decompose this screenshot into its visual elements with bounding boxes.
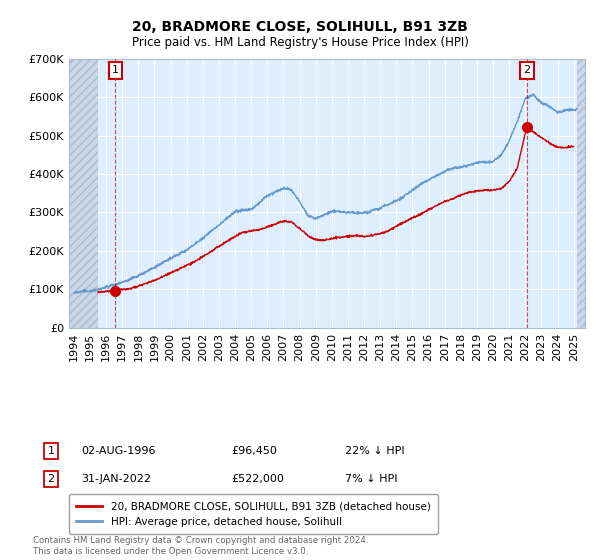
Legend: 20, BRADMORE CLOSE, SOLIHULL, B91 3ZB (detached house), HPI: Average price, deta: 20, BRADMORE CLOSE, SOLIHULL, B91 3ZB (d…: [69, 494, 438, 534]
Text: £522,000: £522,000: [231, 474, 284, 484]
Text: 2: 2: [523, 66, 530, 76]
Text: 02-AUG-1996: 02-AUG-1996: [81, 446, 155, 456]
Text: Price paid vs. HM Land Registry's House Price Index (HPI): Price paid vs. HM Land Registry's House …: [131, 36, 469, 49]
Text: 22% ↓ HPI: 22% ↓ HPI: [345, 446, 404, 456]
Text: 31-JAN-2022: 31-JAN-2022: [81, 474, 151, 484]
Text: £96,450: £96,450: [231, 446, 277, 456]
Text: 7% ↓ HPI: 7% ↓ HPI: [345, 474, 398, 484]
Text: 1: 1: [47, 446, 55, 456]
Text: 1: 1: [112, 66, 119, 76]
Bar: [69, 59, 98, 328]
Text: 2: 2: [47, 474, 55, 484]
Text: 20, BRADMORE CLOSE, SOLIHULL, B91 3ZB: 20, BRADMORE CLOSE, SOLIHULL, B91 3ZB: [132, 20, 468, 34]
Bar: [577, 59, 585, 328]
Text: Contains HM Land Registry data © Crown copyright and database right 2024.
This d: Contains HM Land Registry data © Crown c…: [33, 536, 368, 556]
